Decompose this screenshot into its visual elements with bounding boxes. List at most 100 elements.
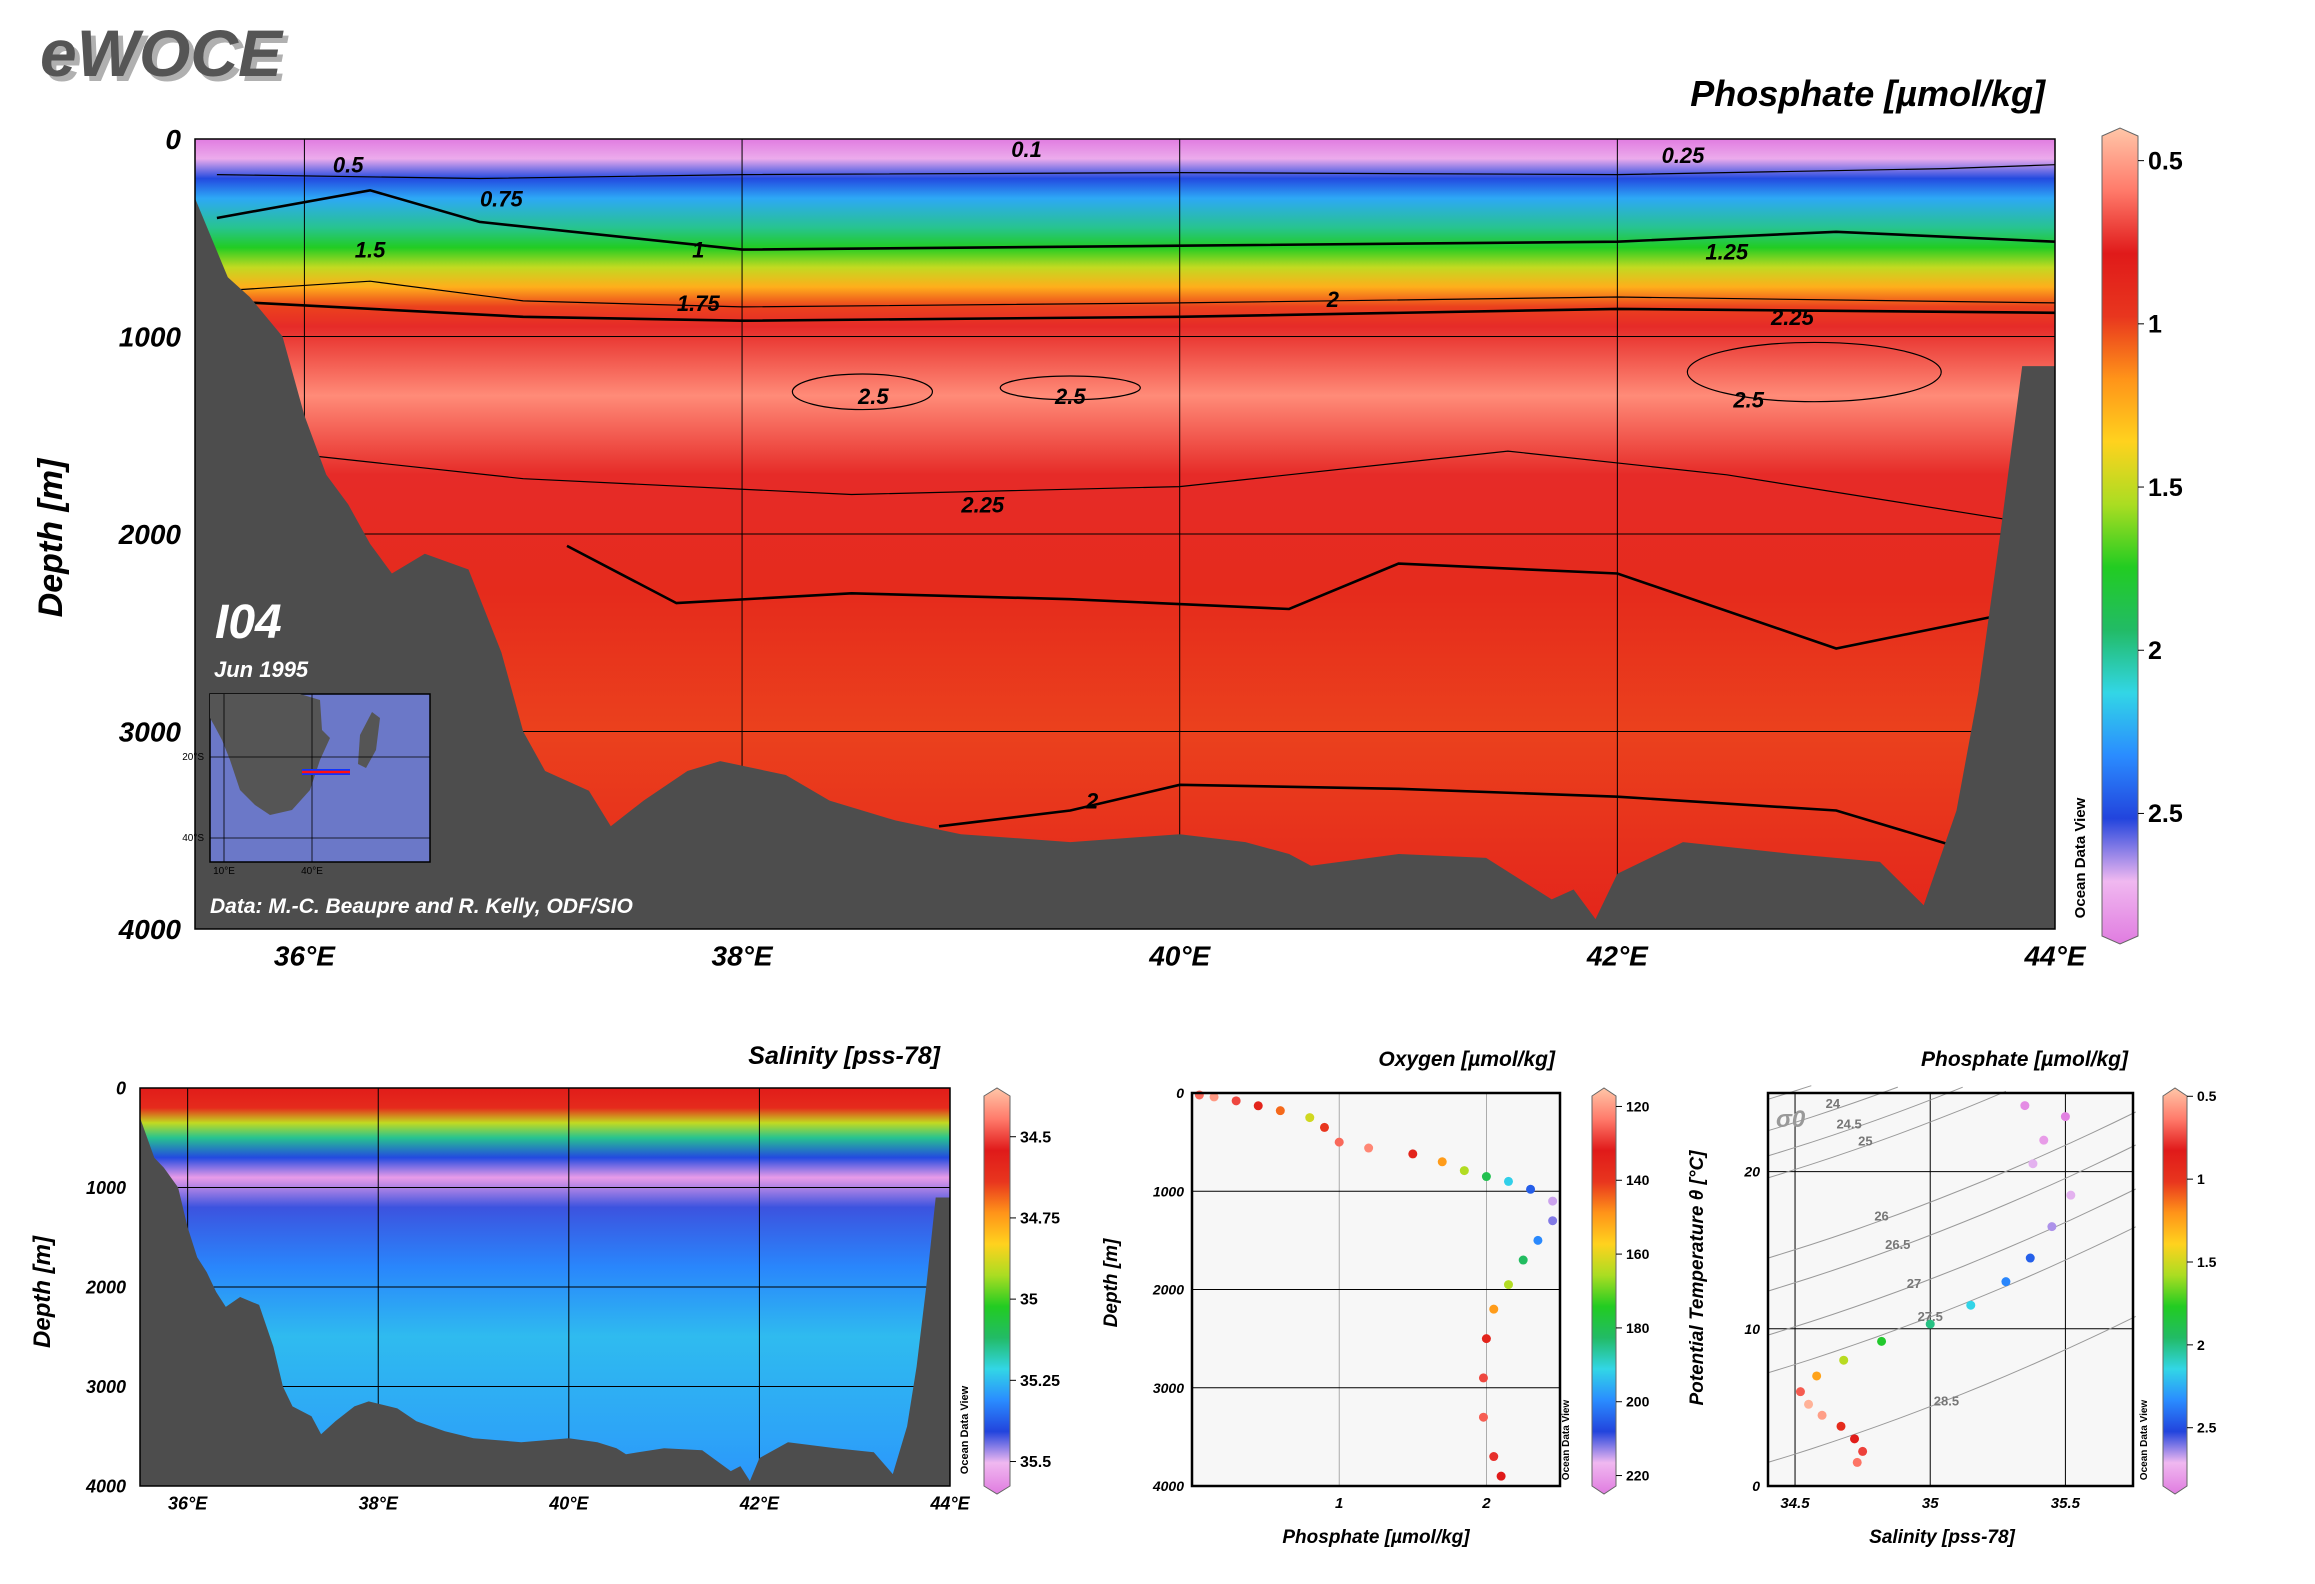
profile-data-point xyxy=(1481,1334,1491,1344)
profile-data-point xyxy=(1231,1096,1241,1106)
main-x-tick-label: 44°E xyxy=(2023,940,2086,971)
profile-title: Oxygen [µmol/kg] xyxy=(1378,1048,1556,1071)
ts-plot-area xyxy=(1768,1093,2133,1486)
inset-lat-label: 40°S xyxy=(182,833,204,844)
profile-data-point xyxy=(1489,1304,1499,1314)
isopycnal-label: 28.5 xyxy=(1934,1393,1959,1408)
profile-data-point xyxy=(1459,1166,1469,1176)
profile-y-tick-label: 2000 xyxy=(1152,1282,1184,1298)
main-colorbar-tick-label: 1.5 xyxy=(2148,474,2183,502)
ts-colorbar-tick-label: 2.5 xyxy=(2197,1420,2217,1436)
ts-colorbar-tick-label: 1 xyxy=(2197,1171,2205,1187)
salinity-x-tick-label: 44°E xyxy=(929,1493,970,1513)
contour-label: 1 xyxy=(692,238,704,263)
salinity-x-tick-label: 40°E xyxy=(548,1493,589,1513)
isopycnal-line xyxy=(1767,1226,2136,1374)
main-title: Phosphate [µmol/kg] xyxy=(1690,73,2046,114)
contour-label: 2.5 xyxy=(1054,384,1086,409)
profile-data-point xyxy=(1408,1149,1418,1159)
salinity-colorbar xyxy=(983,1087,1011,1495)
main-colorbar xyxy=(2101,127,2139,945)
main-y-tick-label: 3000 xyxy=(119,717,182,748)
salinity-section-panel: Salinity [pss-78] Depth [m] 0 1000 2000 300… xyxy=(29,1042,1060,1513)
inset-africa xyxy=(210,694,330,815)
salinity-colorbar-tick-label: 35 xyxy=(1020,1292,1038,1309)
ts-data-point xyxy=(1925,1319,1935,1329)
profile-data-point xyxy=(1478,1373,1488,1383)
salinity-bathymetry xyxy=(140,1117,950,1486)
ts-y-tick-label: 20 xyxy=(1743,1164,1760,1180)
profile-colorbar-tick-label: 120 xyxy=(1626,1098,1650,1114)
profile-colorbar-tick-label: 200 xyxy=(1626,1394,1650,1410)
ts-odv-credit: Ocean Data View xyxy=(2139,1400,2150,1481)
ts-x-axis-label: Salinity [pss-78] xyxy=(1869,1527,2015,1548)
contour-label: 0.5 xyxy=(333,153,364,178)
contour-label: 1.25 xyxy=(1705,240,1749,265)
ts-colorbar xyxy=(2162,1087,2188,1495)
profile-y-tick-label: 4000 xyxy=(1152,1478,1184,1494)
ts-data-point xyxy=(2039,1135,2049,1145)
main-y-tick-label: 4000 xyxy=(118,914,182,945)
isopycnal-line xyxy=(1767,1315,2136,1463)
main-y-tick-label: 0 xyxy=(165,124,181,155)
main-colorbar-tick-label: 0.5 xyxy=(2148,147,2183,175)
ts-data-point xyxy=(1812,1371,1822,1381)
profile-frame xyxy=(1190,1091,1562,1488)
isopycnal-line xyxy=(1767,1144,2136,1292)
profile-y-tick-label: 3000 xyxy=(1153,1380,1184,1396)
ts-data-point xyxy=(1804,1399,1814,1409)
ts-data-point xyxy=(1795,1387,1805,1397)
salinity-frame xyxy=(139,1087,951,1487)
main-x-tick-label: 40°E xyxy=(1148,940,1211,971)
ts-colorbar-tick-label: 1.5 xyxy=(2197,1254,2217,1270)
profile-data-point xyxy=(1548,1196,1558,1206)
main-colorbar-tick-label: 2 xyxy=(2148,637,2162,665)
contour-label: 2 xyxy=(1326,287,1340,312)
contour-line xyxy=(216,280,2056,308)
isopycnal-label: 24 xyxy=(1826,1096,1841,1111)
contour-line xyxy=(938,783,1968,852)
ts-colorbar-tick-label: 2 xyxy=(2197,1337,2205,1353)
logo-shadow: eWOCE xyxy=(45,21,289,95)
isopycnal-label: 26 xyxy=(1874,1209,1888,1224)
ts-data-point xyxy=(1877,1336,1887,1346)
isopycnal-line xyxy=(1767,1086,1898,1132)
salinity-colorbar-tick-label: 35.25 xyxy=(1020,1373,1060,1390)
ts-data-point xyxy=(2066,1190,2076,1200)
isopycnal-label: 25 xyxy=(1858,1133,1872,1148)
profile-odv-credit: Ocean Data View xyxy=(1561,1400,1572,1481)
profile-y-axis-label: Depth [m] xyxy=(1101,1238,1122,1327)
profile-data-point xyxy=(1489,1452,1499,1462)
contour-line xyxy=(216,164,2056,180)
main-x-tick-label: 42°E xyxy=(1586,940,1649,971)
profile-data-point xyxy=(1334,1137,1344,1147)
contour-label: 2.5 xyxy=(857,384,889,409)
salinity-y-tick-label: 3000 xyxy=(86,1377,126,1397)
contour-label: 2 xyxy=(1085,789,1099,814)
inset-lat-label: 20°S xyxy=(182,752,204,763)
isopycnal-label: 24.5 xyxy=(1836,1116,1861,1131)
profile-data-point xyxy=(1526,1184,1536,1194)
salinity-colorbar-tick-label: 35.5 xyxy=(1020,1454,1051,1471)
logo: eWOCE xyxy=(40,16,284,90)
ts-x-tick-label: 34.5 xyxy=(1780,1495,1810,1512)
inset-lon-label: 40°E xyxy=(301,866,323,877)
profile-colorbar-tick-label: 160 xyxy=(1626,1246,1650,1262)
salinity-title: Salinity [pss-78] xyxy=(748,1042,941,1070)
main-x-tick-label: 36°E xyxy=(274,940,336,971)
contour-label: 1.5 xyxy=(355,238,386,263)
isopycnal-line xyxy=(1767,1086,1963,1157)
profile-data-point xyxy=(1518,1255,1528,1265)
contour-line xyxy=(1686,341,1942,403)
ts-x-tick-label: 35.5 xyxy=(2051,1495,2081,1512)
main-section-panel: Phosphate [µmol/kg] 0.1 0.25 0.5 0.75 1 1.25 1… xyxy=(32,73,2183,971)
contour-line xyxy=(566,544,2012,650)
profile-data-point xyxy=(1364,1143,1374,1153)
profile-colorbar xyxy=(1591,1087,1617,1495)
ts-data-point xyxy=(1852,1457,1862,1467)
profile-data-point xyxy=(1275,1106,1285,1116)
section-date: Jun 1995 xyxy=(214,657,309,682)
profile-colorbar-tick-label: 220 xyxy=(1626,1467,1650,1483)
salinity-x-tick-label: 38°E xyxy=(359,1493,399,1513)
